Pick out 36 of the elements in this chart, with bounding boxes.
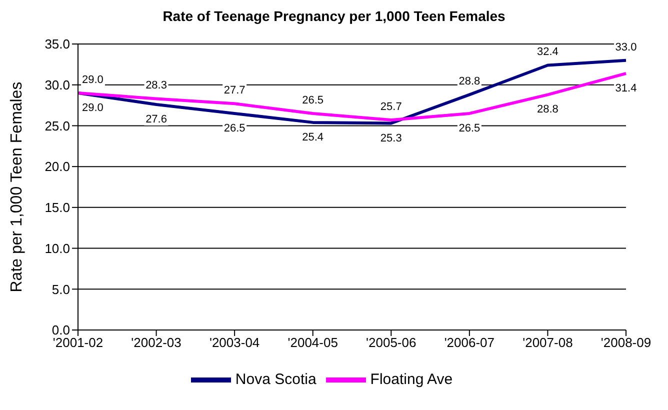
y-tick-label: 35.0 xyxy=(44,36,70,52)
data-label: 29.0 xyxy=(82,74,104,86)
data-label: 25.3 xyxy=(380,132,402,144)
y-tick-label: 10.0 xyxy=(44,240,70,256)
data-label: 32.4 xyxy=(537,46,558,58)
y-axis-title: Rate per 1,000 Teen Females xyxy=(8,82,26,292)
x-tick-label: '2001-02 xyxy=(52,335,104,350)
y-tick-label: 20.0 xyxy=(44,159,70,174)
data-label: 29.0 xyxy=(82,102,104,114)
y-tick-label: 15.0 xyxy=(44,200,70,216)
data-label: 28.3 xyxy=(146,80,167,92)
x-tick-label: '2008-09 xyxy=(600,335,652,350)
data-label: 28.8 xyxy=(458,76,480,88)
data-label: 26.5 xyxy=(224,122,246,134)
data-label: 28.8 xyxy=(537,104,558,116)
y-tick-label: 0.0 xyxy=(52,322,70,338)
y-tick-label: 5.0 xyxy=(52,282,70,297)
y-tick-label: 25.0 xyxy=(44,118,70,134)
x-tick-label: '2004-05 xyxy=(288,335,338,350)
data-label: 26.5 xyxy=(458,122,480,134)
data-label: 25.7 xyxy=(380,100,402,113)
legend-label: Floating Ave xyxy=(370,370,453,388)
legend-label: Nova Scotia xyxy=(235,370,316,388)
y-tick-label: 30.0 xyxy=(44,77,70,92)
data-label: 31.4 xyxy=(615,82,637,94)
data-label: 27.7 xyxy=(224,84,246,97)
data-label: 33.0 xyxy=(615,41,637,54)
data-label: 27.6 xyxy=(146,113,167,126)
chart-title: Rate of Teenage Pregnancy per 1,000 Teen Females xyxy=(162,8,506,26)
x-tick-label: '2006-07 xyxy=(444,335,495,350)
data-label: 25.4 xyxy=(302,131,324,144)
data-label: 26.5 xyxy=(302,94,324,106)
x-tick-label: '2007-08 xyxy=(522,335,573,350)
x-tick-label: '2005-06 xyxy=(366,335,416,350)
x-tick-label: '2002-03 xyxy=(131,335,182,350)
x-tick-label: '2003-04 xyxy=(209,335,260,350)
